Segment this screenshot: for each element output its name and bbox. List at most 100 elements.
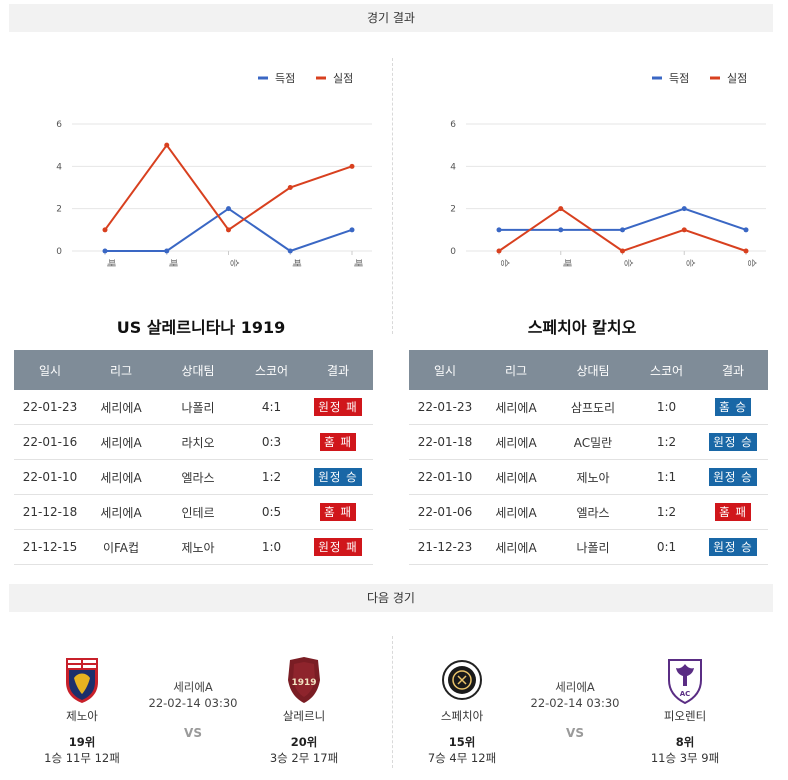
next-match-2-home-team[interactable]: 스페치아 15위 7승 4무 12패 — [407, 656, 517, 766]
svg-text:AC: AC — [680, 690, 691, 698]
table-row: 21-12-15 이FA컵 제노아 1:0 원정 패 — [14, 529, 373, 565]
match-league: 세리에A — [86, 459, 156, 495]
match-date: 21-12-15 — [14, 529, 86, 565]
team-name: 제노아 — [66, 709, 98, 723]
team-name: 피오렌티 — [663, 709, 707, 723]
match-date: 22-01-23 — [14, 390, 86, 425]
match-score: 1:2 — [635, 424, 698, 460]
result-cell: 홈 패 — [303, 494, 373, 530]
match-score: 1:0 — [635, 390, 698, 425]
match-date: 22-01-16 — [14, 424, 86, 460]
result-badge: 원정 승 — [709, 468, 757, 486]
data-point — [558, 227, 564, 233]
y-tick-label: 0 — [56, 247, 62, 257]
match-league: 세리에A — [86, 424, 156, 460]
column-header: 리그 — [481, 350, 551, 390]
data-point — [620, 227, 625, 233]
data-point — [349, 227, 355, 233]
match-league: 세리에A — [481, 529, 551, 565]
x-tick-label: 패 — [167, 259, 178, 267]
match-date: 22-01-10 — [409, 459, 481, 495]
match-league: 이FA컵 — [86, 529, 156, 565]
result-badge: 원정 승 — [709, 538, 757, 556]
match-league: 세리에A — [481, 390, 551, 425]
right-team-chart: 득점 실점 0 2 4 6 승 패 승 승 승 — [450, 72, 766, 267]
right-team-title: 스페치아 칼치오 — [527, 318, 637, 337]
match-score: 1:0 — [240, 529, 303, 565]
left-team-title: US 살레르니타나 1919 — [116, 318, 286, 337]
next-match-1-home-team[interactable]: 제노아 19위 1승 11무 12패 — [27, 656, 137, 766]
match-date: 22-01-23 — [409, 390, 481, 425]
data-point — [287, 248, 293, 254]
table-row: 21-12-18 세리에A 인테르 0:5 홈 패 — [14, 494, 373, 530]
y-tick-label: 4 — [56, 162, 62, 172]
data-point — [681, 227, 687, 233]
match-score: 1:1 — [635, 459, 698, 495]
next-match-2-away-team[interactable]: AC 피오렌티 8위 11승 3무 9패 — [630, 656, 740, 766]
data-point — [102, 227, 108, 233]
data-point — [681, 206, 687, 212]
match-date: 22-01-18 — [409, 424, 481, 460]
column-header: 일시 — [409, 350, 481, 390]
match-date: 22-01-10 — [14, 459, 86, 495]
column-header: 일시 — [14, 350, 86, 390]
data-point — [349, 163, 355, 169]
data-point — [620, 248, 625, 254]
next-match-divider — [392, 636, 393, 768]
legend-label: 득점 — [275, 72, 295, 85]
column-header: 상대팀 — [551, 350, 635, 390]
opponent-name: AC밀란 — [551, 424, 635, 460]
data-point — [164, 142, 170, 148]
opponent-name: 제노아 — [156, 529, 240, 565]
data-point — [226, 227, 231, 233]
match-score: 4:1 — [240, 390, 303, 425]
match-league: 세리에A — [481, 459, 551, 495]
result-badge: 원정 승 — [314, 468, 362, 486]
match-score: 1:2 — [240, 459, 303, 495]
match-date: 22-01-06 — [409, 494, 481, 530]
result-cell: 원정 패 — [303, 390, 373, 425]
result-badge: 홈 패 — [715, 503, 751, 521]
match-league: 세리에A — [555, 680, 595, 694]
x-tick-label: 패 — [290, 259, 301, 267]
fiorentina-crest-icon: AC — [665, 656, 705, 705]
match-date: 21-12-23 — [409, 529, 481, 565]
y-tick-label: 4 — [450, 162, 456, 172]
team-record: 1승 11무 12패 — [44, 751, 120, 765]
vs-label: VS — [184, 726, 202, 740]
table-row: 22-01-10 세리에A 엘라스 1:2 원정 승 — [14, 459, 373, 495]
opponent-name: 나폴리 — [156, 390, 240, 425]
result-cell: 원정 승 — [698, 459, 768, 495]
match-league: 세리에A — [481, 494, 551, 530]
table-header-row: 일시 리그 상대팀 스코어 결과 — [14, 350, 373, 390]
data-point — [226, 206, 231, 212]
match-score: 0:1 — [635, 529, 698, 565]
next-match-1-info: 세리에A 22-02-14 03:30 — [133, 679, 253, 711]
y-tick-label: 6 — [450, 120, 456, 130]
y-tick-label: 6 — [56, 120, 62, 130]
next-match-1-away-team[interactable]: 1919 살레르니 20위 3승 2무 17패 — [249, 656, 359, 766]
genoa-crest-icon — [62, 656, 102, 704]
team-rank: 15위 — [448, 735, 476, 749]
legend-label: 득점 — [669, 72, 689, 85]
match-datetime: 22-02-14 03:30 — [530, 696, 620, 710]
result-badge: 원정 패 — [314, 538, 362, 556]
next-match-2-info: 세리에A 22-02-14 03:30 — [515, 679, 635, 711]
result-badge: 홈 승 — [715, 398, 751, 416]
result-cell: 원정 패 — [303, 529, 373, 565]
opponent-name: 삼프도리 — [551, 390, 635, 425]
x-tick-label: 패 — [352, 259, 363, 267]
table-row: 22-01-10 세리에A 제노아 1:1 원정 승 — [409, 459, 768, 495]
result-badge: 원정 승 — [709, 433, 757, 451]
opponent-name: 제노아 — [551, 459, 635, 495]
team-rank: 8위 — [675, 735, 695, 749]
salernitana-crest-icon: 1919 — [284, 656, 324, 704]
legend-label: 실점 — [333, 72, 353, 85]
column-header: 상대팀 — [156, 350, 240, 390]
match-league: 세리에A — [86, 494, 156, 530]
data-point — [496, 248, 502, 254]
team-rank: 20위 — [290, 735, 318, 749]
y-tick-label: 2 — [450, 205, 456, 215]
team-name: 스페치아 — [440, 709, 484, 723]
vs-label: VS — [566, 726, 584, 740]
